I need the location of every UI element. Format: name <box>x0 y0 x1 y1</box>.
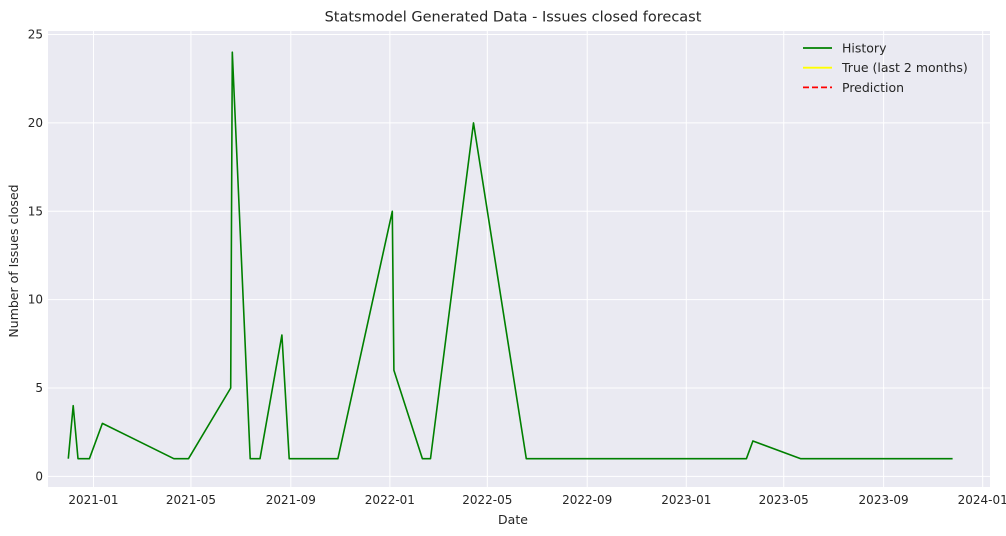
x-tick-label: 2021-09 <box>266 493 316 507</box>
y-tick-label: 25 <box>28 28 43 42</box>
y-tick-label: 5 <box>35 381 43 395</box>
legend-label-1: True (last 2 months) <box>841 60 968 75</box>
x-tick-label: 2024-01 <box>958 493 1006 507</box>
y-tick-label: 15 <box>28 204 43 218</box>
y-tick-label: 0 <box>35 469 43 483</box>
plot-area <box>48 31 990 487</box>
x-tick-label: 2023-01 <box>661 493 711 507</box>
y-axis-label: Number of Issues closed <box>6 184 21 337</box>
x-tick-label: 2021-01 <box>68 493 118 507</box>
x-tick-label: 2021-05 <box>166 493 216 507</box>
legend-label-0: History <box>842 41 887 56</box>
chart-title: Statsmodel Generated Data - Issues close… <box>325 10 702 26</box>
x-tick-label: 2023-05 <box>759 493 809 507</box>
series-line-0 <box>67 51 953 460</box>
series-lines <box>67 51 953 460</box>
legend-label-2: Prediction <box>842 80 904 95</box>
x-tick-label: 2022-01 <box>365 493 415 507</box>
legend: History True (last 2 months) Prediction <box>803 41 968 95</box>
y-tick-label: 20 <box>28 116 43 130</box>
x-tick-label: 2023-09 <box>859 493 909 507</box>
x-tick-label: 2022-05 <box>462 493 512 507</box>
x-axis: 2021-01 2021-05 2021-09 2022-01 2022-05 2022-… <box>68 493 1006 507</box>
x-tick-label: 2022-09 <box>562 493 612 507</box>
y-axis: 0 5 10 15 20 25 <box>28 28 43 484</box>
grid-lines <box>48 31 990 487</box>
y-tick-label: 10 <box>28 293 43 307</box>
x-axis-label: Date <box>498 512 528 527</box>
